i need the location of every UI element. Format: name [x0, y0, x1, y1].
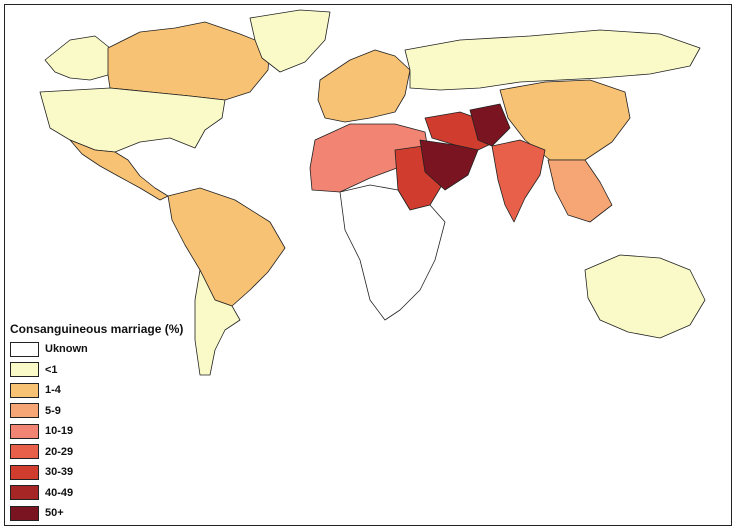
- region-greenland: [249, 9, 331, 73]
- legend-item-20-29: 20-29: [10, 442, 183, 463]
- legend-item-lt1: <1: [10, 360, 183, 381]
- legend-label: 1-4: [45, 384, 61, 397]
- region-alaska: [44, 35, 111, 81]
- region-china: [499, 79, 631, 161]
- legend-item-1-4: 1-4: [10, 380, 183, 401]
- legend-title: Consanguineous marriage (%): [10, 322, 184, 336]
- region-india: [491, 139, 546, 223]
- region-canada: [107, 21, 271, 101]
- legend-item-unknown: Uknown: [10, 339, 183, 360]
- legend-label: 50+: [45, 507, 64, 520]
- legend-swatch: [10, 485, 39, 501]
- legend-swatch: [10, 341, 39, 357]
- region-southeast-asia: [547, 159, 613, 223]
- legend-label: 30-39: [45, 466, 74, 479]
- legend-swatch: [10, 423, 39, 439]
- legend-swatch: [10, 382, 39, 398]
- region-south-america: [167, 187, 286, 307]
- region-pakistan: [469, 103, 511, 147]
- region-usa: [39, 87, 226, 153]
- legend-label: 10-19: [45, 425, 74, 438]
- legend-item-40-49: 40-49: [10, 483, 183, 504]
- legend-label: Uknown: [45, 343, 88, 356]
- legend-item-50-plus: 50+: [10, 503, 183, 524]
- region-arabia: [419, 139, 479, 191]
- legend-swatch: [10, 362, 39, 378]
- region-western-europe: [317, 49, 411, 123]
- legend-item-10-19: 10-19: [10, 421, 183, 442]
- legend-label: 20-29: [45, 445, 74, 458]
- region-australia: [584, 254, 706, 339]
- legend-label: 5-9: [45, 404, 61, 417]
- legend-swatch: [10, 403, 39, 419]
- legend-item-30-39: 30-39: [10, 462, 183, 483]
- region-central-africa: [339, 184, 446, 321]
- region-russia: [404, 29, 701, 91]
- legend-item-5-9: 5-9: [10, 401, 183, 422]
- legend-swatch: [10, 464, 39, 480]
- legend-label: <1: [45, 363, 58, 376]
- region-southern-cone: [194, 269, 241, 376]
- legend-swatch: [10, 444, 39, 460]
- map-legend: Consanguineous marriage (%) Uknown <1 1-…: [10, 322, 183, 524]
- legend-label: 40-49: [45, 486, 74, 499]
- legend-swatch: [10, 505, 39, 521]
